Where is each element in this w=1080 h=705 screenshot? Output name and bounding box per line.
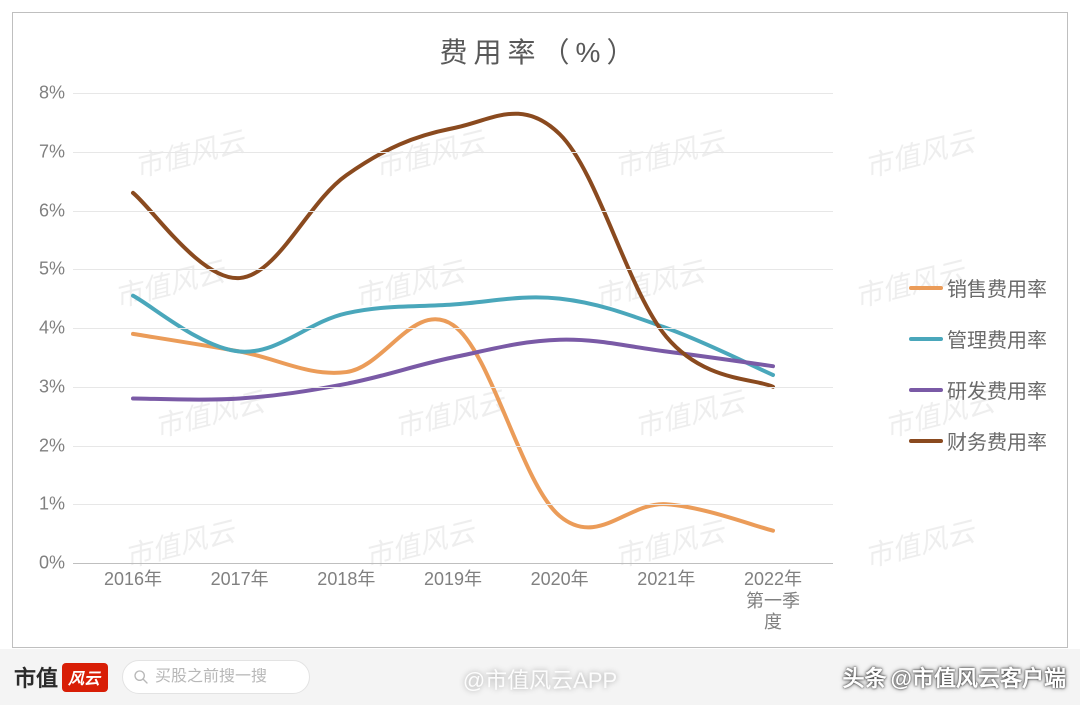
y-axis-label: 8% xyxy=(39,83,65,104)
legend-label: 财务费用率 xyxy=(947,426,1047,455)
chart-title: 费用率（%） xyxy=(13,13,1067,71)
brand-badge: 风云 xyxy=(62,663,108,692)
gridline xyxy=(73,211,833,212)
legend-label: 管理费用率 xyxy=(947,324,1047,353)
gridline xyxy=(73,446,833,447)
search-icon xyxy=(133,669,149,685)
brand-text: 市值 xyxy=(14,661,58,693)
y-axis-label: 0% xyxy=(39,553,65,574)
legend-swatch xyxy=(909,388,943,392)
search-input[interactable] xyxy=(155,668,295,686)
x-axis-label: 2018年 xyxy=(317,569,375,591)
legend: 销售费用率管理费用率研发费用率财务费用率 xyxy=(909,273,1047,455)
gridline xyxy=(73,93,833,94)
x-axis-label: 2019年 xyxy=(424,569,482,591)
series-line xyxy=(133,114,773,387)
x-axis-label: 2020年 xyxy=(531,569,589,591)
gridline xyxy=(73,269,833,270)
chart-frame: 费用率（%） 市值风云市值风云市值风云市值风云市值风云市值风云市值风云市值风云市… xyxy=(12,12,1068,648)
legend-item: 销售费用率 xyxy=(909,273,1047,302)
gridline xyxy=(73,152,833,153)
search-box[interactable] xyxy=(122,660,310,694)
y-axis-label: 7% xyxy=(39,141,65,162)
legend-swatch xyxy=(909,337,943,341)
legend-item: 研发费用率 xyxy=(909,375,1047,404)
gridline xyxy=(73,563,833,564)
y-axis-label: 6% xyxy=(39,200,65,221)
plot-area: 0%1%2%3%4%5%6%7%8%2016年2017年2018年2019年20… xyxy=(73,93,833,563)
y-axis-label: 3% xyxy=(39,376,65,397)
y-axis-label: 1% xyxy=(39,494,65,515)
legend-label: 研发费用率 xyxy=(947,375,1047,404)
legend-swatch xyxy=(909,286,943,290)
legend-item: 管理费用率 xyxy=(909,324,1047,353)
y-axis-label: 5% xyxy=(39,259,65,280)
y-axis-label: 4% xyxy=(39,318,65,339)
gridline xyxy=(73,387,833,388)
watermark-text: 市值风云 xyxy=(860,120,978,186)
x-axis-label: 2021年 xyxy=(637,569,695,591)
x-axis-label: 2016年 xyxy=(104,569,162,591)
y-axis-label: 2% xyxy=(39,435,65,456)
watermark-text: 市值风云 xyxy=(860,510,978,576)
gridline xyxy=(73,504,833,505)
gridline xyxy=(73,328,833,329)
legend-item: 财务费用率 xyxy=(909,426,1047,455)
x-axis-label: 2017年 xyxy=(211,569,269,591)
bottom-bar: 市值 风云 xyxy=(0,649,1080,705)
brand-logo: 市值 风云 xyxy=(14,661,108,693)
legend-swatch xyxy=(909,439,943,443)
x-axis-label: 2022年 第一季度 xyxy=(743,569,803,634)
legend-label: 销售费用率 xyxy=(947,273,1047,302)
series-line xyxy=(133,296,773,375)
